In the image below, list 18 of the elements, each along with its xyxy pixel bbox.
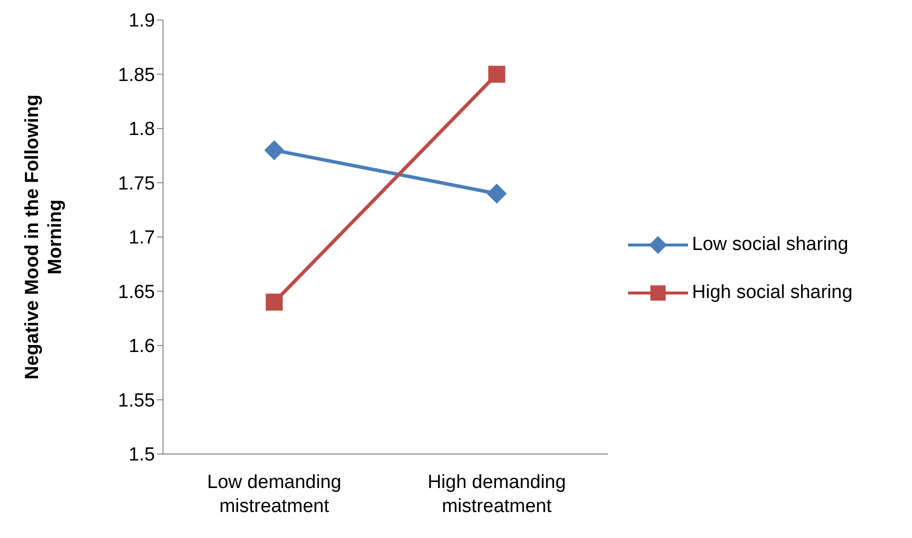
point [264,140,284,160]
y-tick-label: 1.7 [128,228,155,249]
y-tick-label: 1.9 [128,10,155,32]
y-tick-label: 1.6 [128,336,155,358]
legend-label: Low social sharing [692,234,848,256]
y-tick-label: 1.5 [128,444,155,466]
y-tick-label: 1.65 [118,282,155,303]
y-axis-title: Negative Mood in the Following Morning [22,94,66,380]
x-tick-label: Low demanding mistreatment [207,472,342,517]
x-tick-label: High demanding mistreatment [428,472,566,517]
y-tick-label: 1.85 [118,64,155,86]
point [486,184,507,204]
y-tick-label: 1.8 [128,119,155,140]
legend-label: High social sharing [692,282,853,304]
point [266,294,283,311]
point [488,66,506,83]
y-tick-label: 1.55 [118,390,155,412]
y-tick-label: 1.75 [118,173,155,194]
